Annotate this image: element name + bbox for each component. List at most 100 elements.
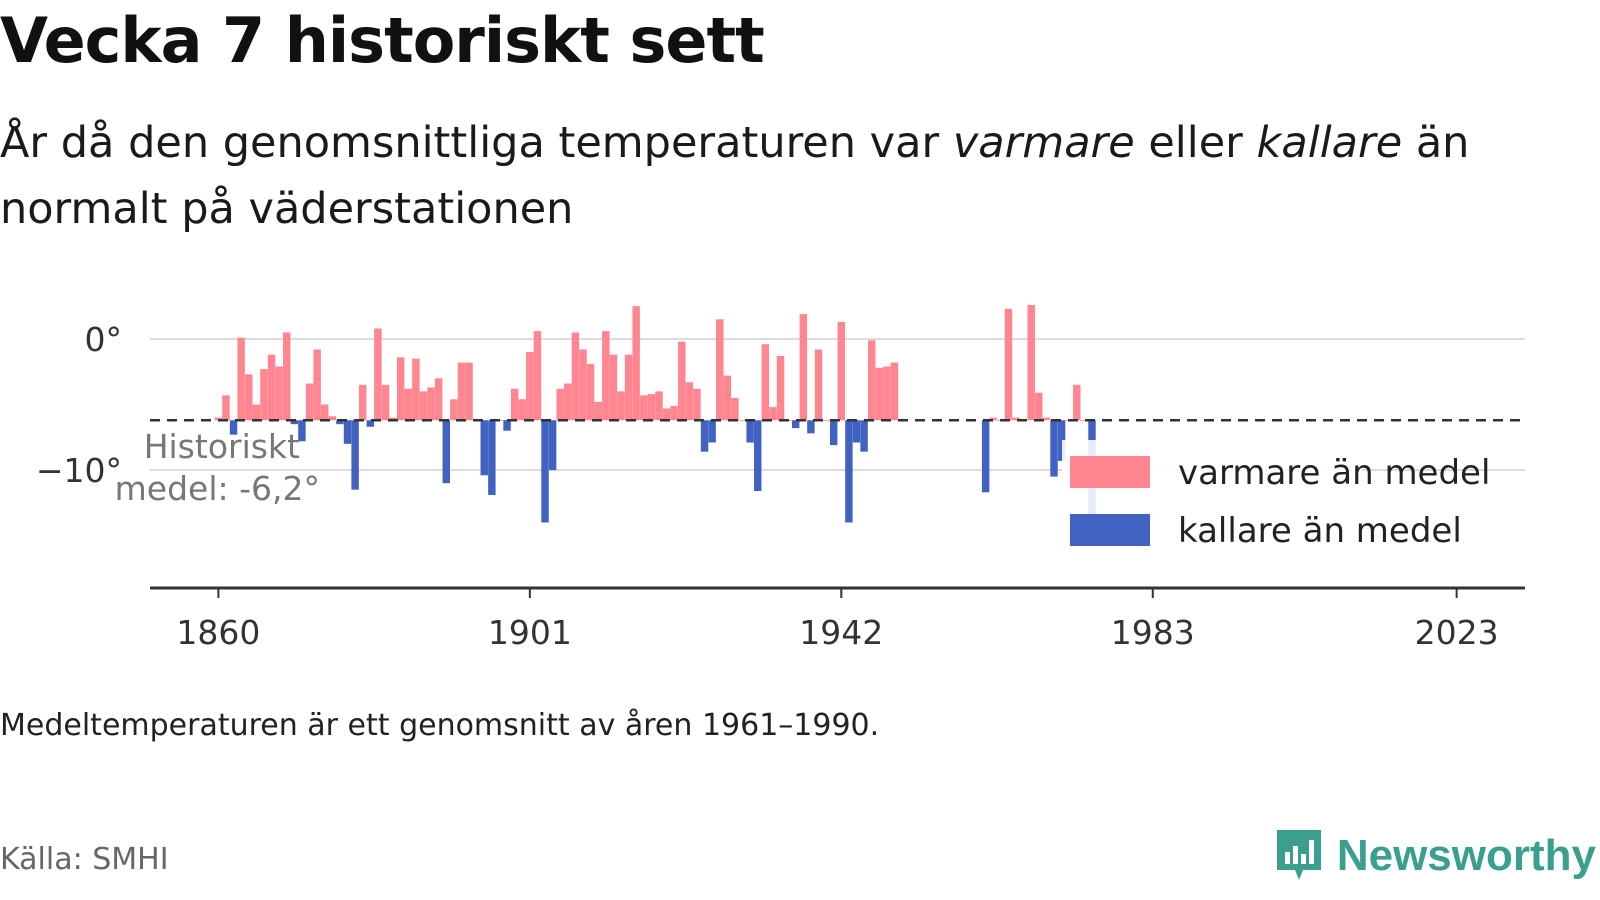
bar-warm (1080, 420, 1089, 422)
bar-warm (883, 366, 891, 421)
bar-cold (336, 420, 344, 425)
bar-warm (564, 383, 572, 421)
baseline-label-line-2: medel: -6,2° (115, 469, 320, 508)
bar-warm (313, 349, 321, 421)
bar-warm (518, 399, 526, 421)
bar-warm (389, 417, 397, 421)
bars (214, 304, 1096, 523)
bar-warm (214, 417, 223, 421)
legend-swatch-warm (1070, 456, 1150, 488)
bar-warm (434, 378, 443, 421)
bar-cold (480, 420, 488, 476)
y-tick-label: 0° (85, 320, 123, 359)
bar-warm (275, 366, 283, 421)
subtitle-cold-word: kallare (1256, 118, 1403, 168)
bar-warm (685, 382, 694, 421)
x-tick-label: 2023 (1415, 613, 1499, 652)
bar-warm (245, 374, 253, 421)
source-credit: Källa: SMHI (0, 842, 169, 877)
bar-warm (571, 332, 580, 421)
bar-cold (754, 420, 762, 492)
bar-warm (632, 306, 640, 421)
bar-warm (579, 349, 587, 421)
bar-warm (678, 341, 686, 421)
bar-warm (814, 349, 823, 421)
bar-cold (290, 420, 299, 425)
bar-cold (343, 420, 352, 444)
x-axis: 1860 1901 1942 1983 2023 (150, 586, 1525, 652)
bar-warm (412, 358, 420, 421)
bar-warm (526, 352, 534, 421)
bar-warm (510, 388, 519, 421)
bar-cold (1050, 420, 1058, 477)
bar-cold (807, 420, 815, 434)
bar-warm (457, 362, 466, 421)
bar-warm (321, 404, 329, 421)
baseline-label-line-1: Historiskt (144, 427, 300, 466)
bar-warm (586, 363, 595, 421)
legend-label-warm: varmare än medel (1178, 453, 1490, 493)
bar-warm (328, 416, 337, 421)
bar-warm (450, 399, 458, 421)
bar-cold (366, 420, 375, 427)
bar-warm (252, 404, 261, 421)
bar-warm (1035, 392, 1043, 421)
page-title: Vecka 7 historiskt sett (0, 4, 765, 77)
bar-warm (723, 375, 732, 421)
bar-warm (237, 337, 245, 421)
bar-cold (845, 420, 853, 523)
bar-warm (617, 391, 625, 421)
y-tick-label: −10° (36, 451, 122, 490)
bar-cold (829, 420, 838, 446)
bar-warm (381, 384, 390, 421)
x-tick-label: 1901 (488, 613, 572, 652)
bar-warm (640, 395, 648, 421)
bar-cold (298, 420, 306, 442)
bar-warm (761, 344, 770, 421)
bar-warm (1073, 384, 1081, 421)
bar-warm (647, 394, 656, 421)
bar-cold (351, 420, 359, 490)
bar-warm (374, 328, 382, 421)
bar-warm (609, 354, 618, 421)
bar-cold (229, 420, 238, 435)
bar-warm (670, 405, 678, 421)
subtitle-part-2: eller (1134, 118, 1257, 168)
newsworthy-logo-icon (1276, 830, 1321, 880)
bar-cold (488, 420, 496, 495)
bar-cold (541, 420, 549, 523)
bar-warm (875, 367, 884, 421)
bar-warm (1012, 417, 1020, 421)
bar-warm (890, 362, 899, 421)
bar-cold (442, 420, 450, 484)
bar-warm (222, 395, 230, 421)
bar-warm (602, 331, 610, 421)
bar-warm (533, 331, 542, 421)
bar-warm (594, 401, 602, 421)
bar-warm (267, 354, 276, 421)
bar-warm (1042, 417, 1051, 421)
bar-cold (860, 420, 868, 452)
footnote: Medeltemperaturen är ett genomsnitt av å… (0, 708, 880, 743)
bar-cold (852, 420, 861, 443)
bar-warm (396, 357, 405, 421)
bar-warm (738, 420, 747, 422)
bar-cold (503, 420, 511, 431)
bar-cold (981, 420, 990, 493)
bar-warm (716, 319, 724, 421)
bar-cold (548, 420, 557, 471)
bar-warm (867, 340, 876, 421)
bar-warm (731, 397, 739, 421)
bar-warm (655, 391, 663, 421)
bar-warm (769, 407, 777, 421)
bar-cold (708, 420, 716, 443)
bar-cold (1057, 420, 1066, 461)
bar-warm (776, 356, 785, 421)
bar-warm (358, 384, 367, 421)
bar-warm (693, 388, 701, 421)
bar-warm (260, 369, 268, 421)
legend: varmare än medel kallare än medel (1062, 440, 1490, 558)
bar-warm (419, 391, 428, 421)
bar-warm (1004, 308, 1013, 421)
x-tick-label: 1860 (176, 613, 260, 652)
